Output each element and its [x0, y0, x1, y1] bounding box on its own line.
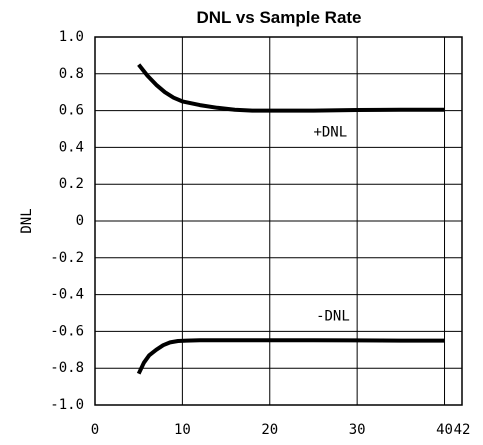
series-line-1: [137, 63, 445, 113]
annotation-label: -DNL: [316, 309, 350, 325]
tick-labels: 0 10 20 30 40 42 1.0 0.8 0.6 0.4 0.2 0 -0.2 -0.4 -0.6 -…: [50, 29, 470, 438]
chart-title: DNL vs Sample Rate: [196, 8, 361, 27]
series-lines: [136, 63, 445, 375]
x-tick-label: 20: [261, 422, 278, 438]
y-axis-label: DNL: [19, 208, 35, 233]
y-tick-label: 0.6: [59, 103, 84, 119]
y-tick-label: 0.4: [59, 139, 84, 155]
y-tick-label: -0.8: [50, 360, 84, 376]
y-tick-label: -0.4: [50, 287, 84, 303]
y-tick-label: -0.2: [50, 250, 84, 266]
annotations: +DNL -DNL: [313, 125, 349, 325]
y-tick-label: 0.8: [59, 66, 84, 82]
x-tick-label: 30: [349, 422, 366, 438]
x-tick-label: 42: [454, 422, 471, 438]
y-tick-label: 0: [76, 213, 84, 229]
y-tick-label: 0.2: [59, 176, 84, 192]
x-tick-label: 10: [174, 422, 191, 438]
series-line-2: [136, 338, 445, 375]
y-tick-label: 1.0: [59, 29, 84, 45]
y-tick-label: -1.0: [50, 397, 84, 413]
plot-frame: [94, 36, 463, 406]
x-tick-label: 40: [436, 422, 453, 438]
x-tick-label: 0: [91, 422, 99, 438]
grid-lines: [95, 37, 462, 405]
y-tick-label: -0.6: [50, 323, 84, 339]
annotation-label: +DNL: [313, 125, 347, 141]
